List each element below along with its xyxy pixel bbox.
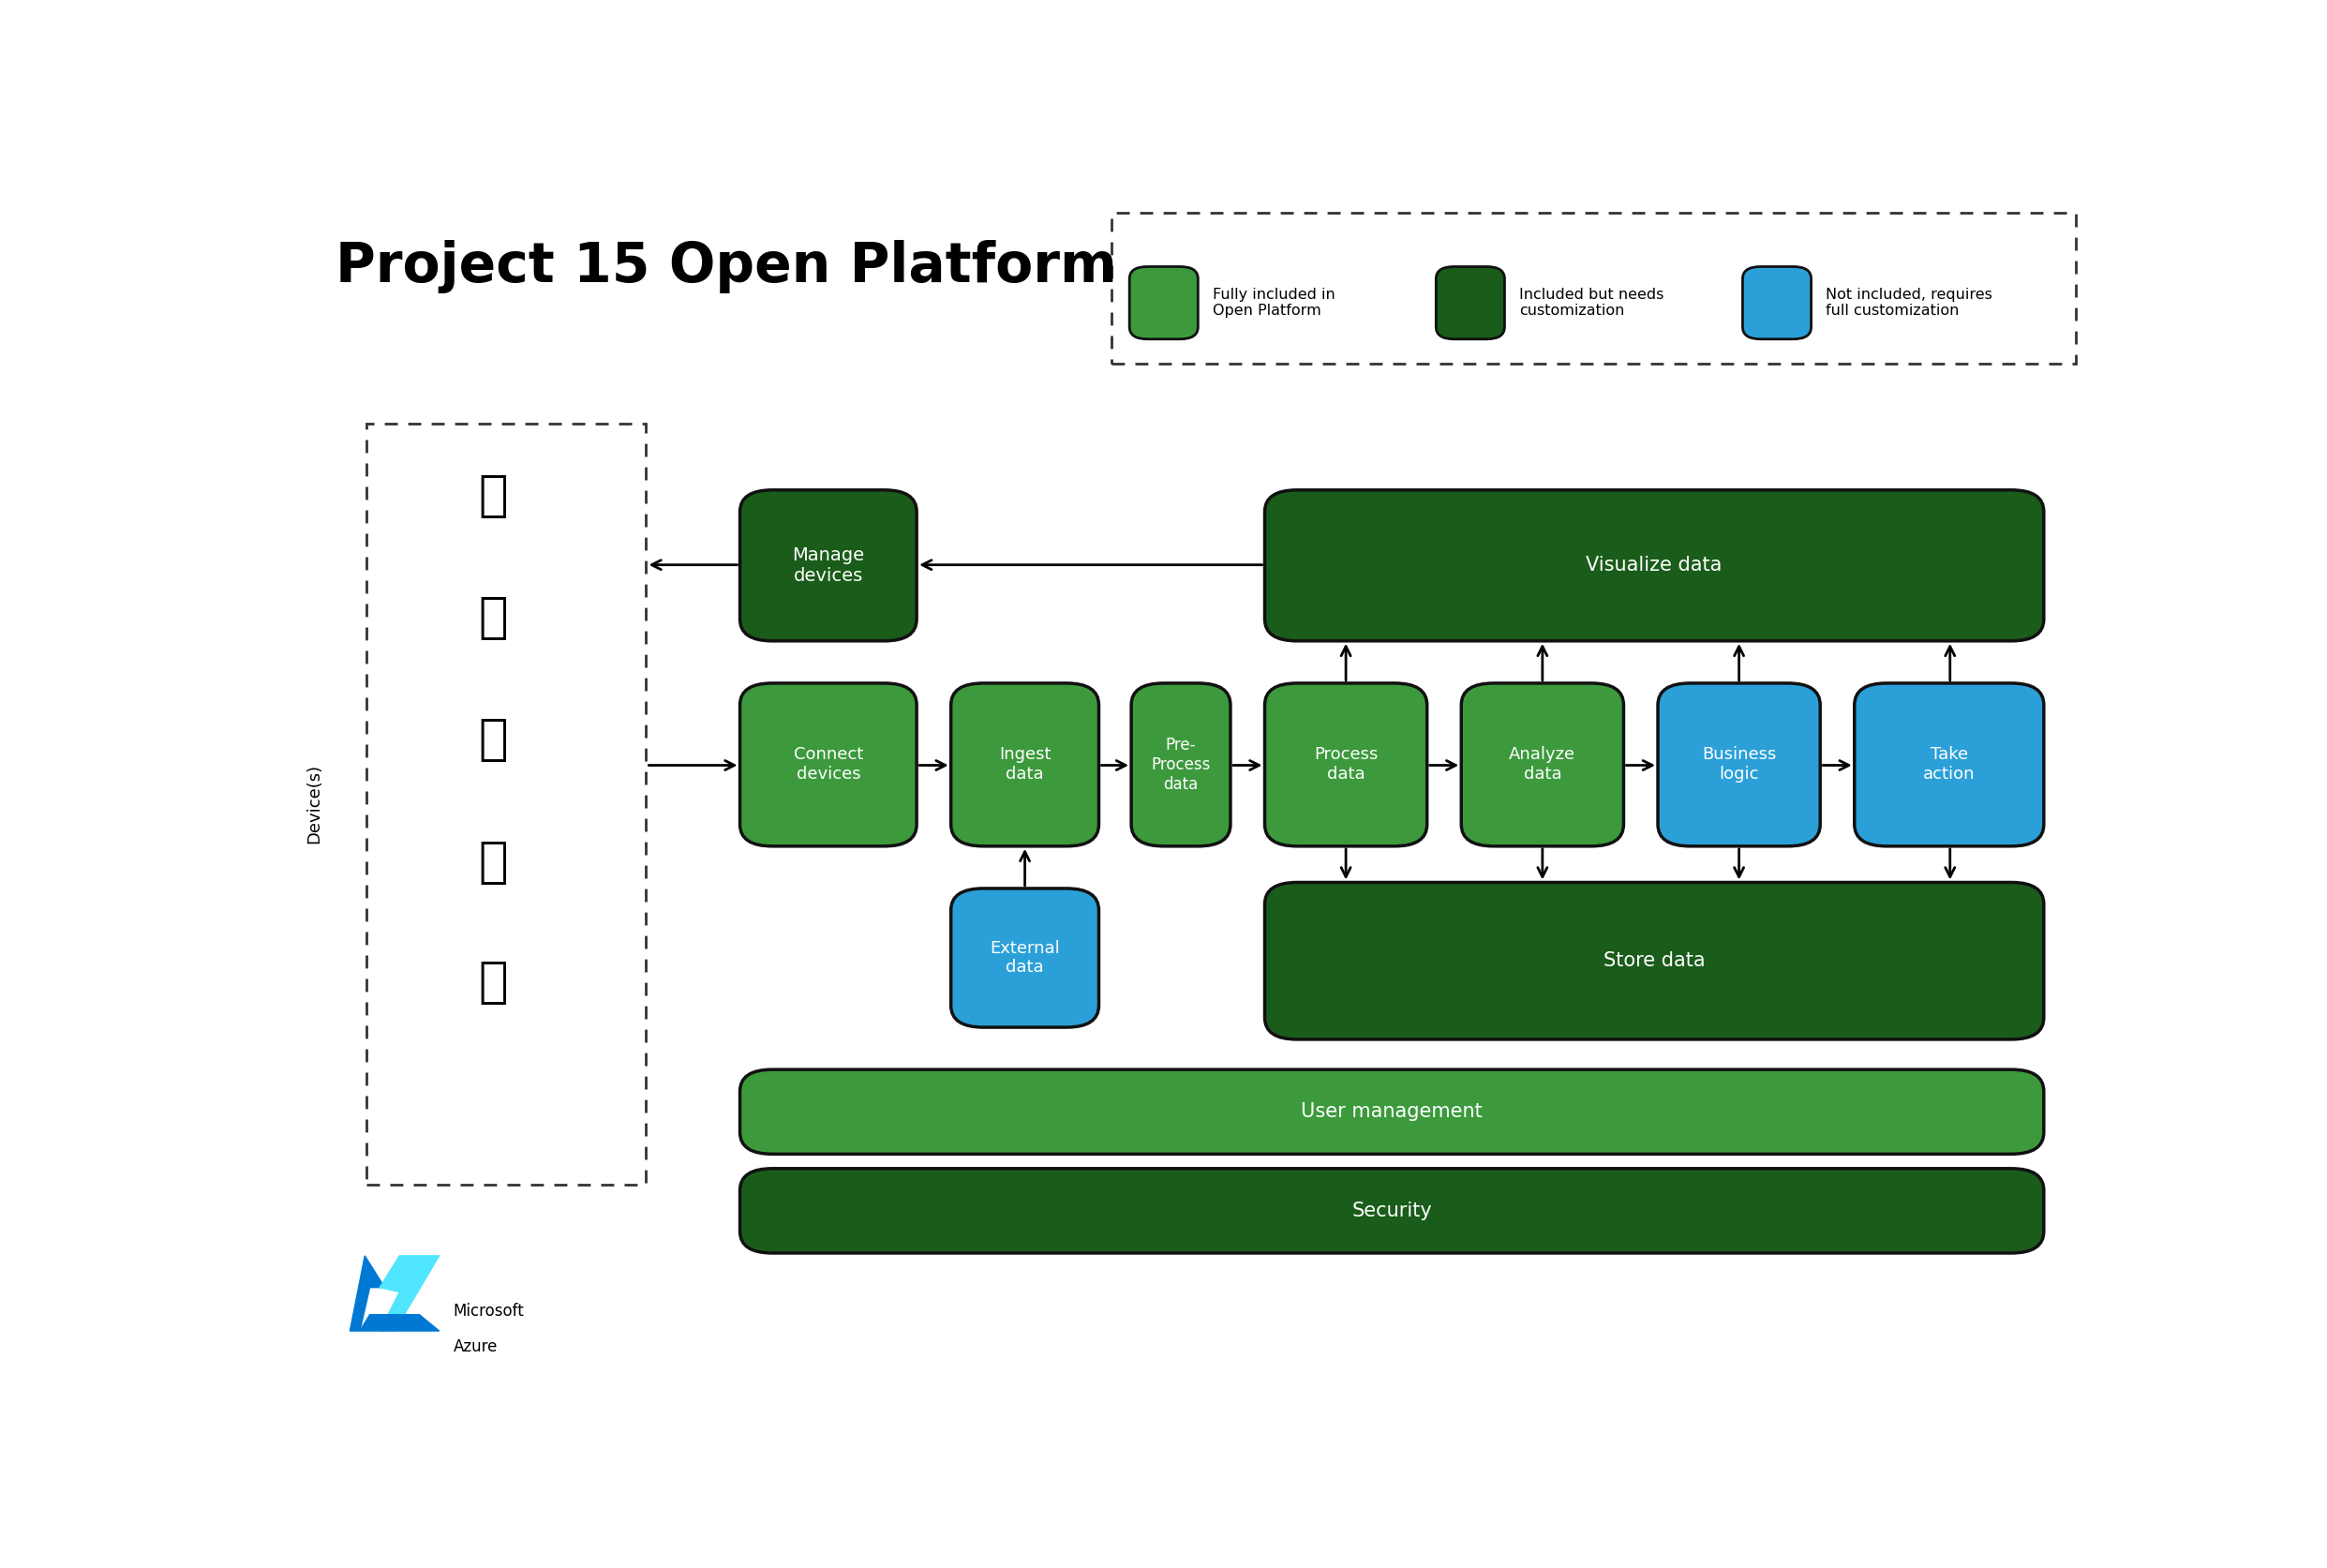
FancyBboxPatch shape (952, 684, 1098, 847)
FancyBboxPatch shape (1266, 883, 2043, 1040)
FancyBboxPatch shape (952, 889, 1098, 1027)
Text: Process
data: Process data (1315, 746, 1378, 782)
Text: Project 15 Open Platform: Project 15 Open Platform (335, 240, 1117, 293)
Text: Store data: Store data (1603, 952, 1706, 971)
Text: Manage
devices: Manage devices (791, 546, 863, 585)
Text: Not included, requires
full customization: Not included, requires full customizatio… (1827, 287, 1992, 318)
FancyBboxPatch shape (1266, 491, 2043, 641)
Text: Ingest
data: Ingest data (998, 746, 1052, 782)
FancyBboxPatch shape (1112, 212, 2076, 364)
Text: 🌿: 🌿 (477, 715, 507, 764)
Text: 🐟: 🐟 (477, 958, 507, 1007)
Text: 🚁: 🚁 (477, 472, 507, 521)
Text: Included but needs
customization: Included but needs customization (1520, 287, 1664, 318)
Text: 📷: 📷 (477, 837, 507, 886)
Text: User management: User management (1301, 1102, 1482, 1121)
Text: Security: Security (1352, 1201, 1431, 1220)
Text: Visualize data: Visualize data (1587, 557, 1722, 575)
FancyBboxPatch shape (1461, 684, 1624, 847)
FancyBboxPatch shape (1743, 267, 1810, 339)
FancyBboxPatch shape (1855, 684, 2043, 847)
FancyBboxPatch shape (1436, 267, 1506, 339)
Text: External
data: External data (989, 939, 1059, 975)
FancyBboxPatch shape (1131, 684, 1231, 847)
Text: Business
logic: Business logic (1701, 746, 1776, 782)
Text: 🐘: 🐘 (477, 594, 507, 643)
Text: Pre-
Process
data: Pre- Process data (1152, 737, 1210, 792)
Text: Microsoft: Microsoft (454, 1303, 524, 1319)
Text: Analyze
data: Analyze data (1510, 746, 1575, 782)
FancyBboxPatch shape (1129, 267, 1198, 339)
FancyBboxPatch shape (740, 1069, 2043, 1154)
Text: Connect
devices: Connect devices (794, 746, 863, 782)
FancyBboxPatch shape (740, 1168, 2043, 1253)
Text: Azure: Azure (454, 1339, 498, 1356)
Text: Fully included in
Open Platform: Fully included in Open Platform (1212, 287, 1336, 318)
Text: Device(s): Device(s) (305, 764, 323, 844)
FancyBboxPatch shape (740, 491, 917, 641)
FancyBboxPatch shape (1266, 684, 1426, 847)
FancyBboxPatch shape (1657, 684, 1820, 847)
FancyBboxPatch shape (740, 684, 917, 847)
Text: Take
action: Take action (1922, 746, 1976, 782)
